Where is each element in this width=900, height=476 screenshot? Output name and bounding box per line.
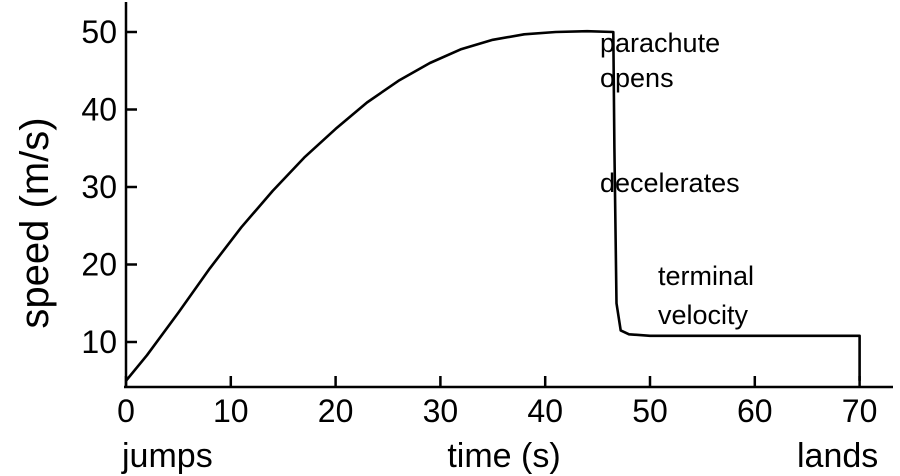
y-tick-label-40: 40 [81,92,117,128]
x-tick-label-40: 40 [527,393,563,429]
x-tick-label-30: 30 [423,393,459,429]
annotation-decelerates: decelerates [600,168,740,198]
y-axis-label: speed (m/s) [13,117,57,328]
y-tick-label-30: 30 [81,169,117,205]
annotation-velocity: velocity [658,300,749,330]
axes [124,2,893,389]
annotation-parachute: parachute [600,28,720,58]
y-ticks: 10 20 30 40 50 [81,14,137,360]
x-tick-label-60: 60 [737,393,773,429]
annotation-lands: lands [797,437,878,475]
x-tick-label-0: 0 [117,393,135,429]
x-tick-label-50: 50 [632,393,668,429]
x-axis-label: time (s) [447,437,560,475]
x-tick-label-10: 10 [213,393,249,429]
y-tick-label-10: 10 [81,324,117,360]
series [124,29,861,382]
x-tick-label-20: 20 [318,393,354,429]
annotation-jumps: jumps [121,437,213,475]
y-tick-label-20: 20 [81,247,117,283]
annotation-opens: opens [600,63,674,93]
series-line-0 [124,29,861,382]
annotation-terminal: terminal [658,261,754,291]
x-tick-label-70: 70 [842,393,878,429]
x-ticks: 0 10 20 30 40 50 60 70 [117,376,877,429]
y-tick-label-50: 50 [81,14,117,50]
